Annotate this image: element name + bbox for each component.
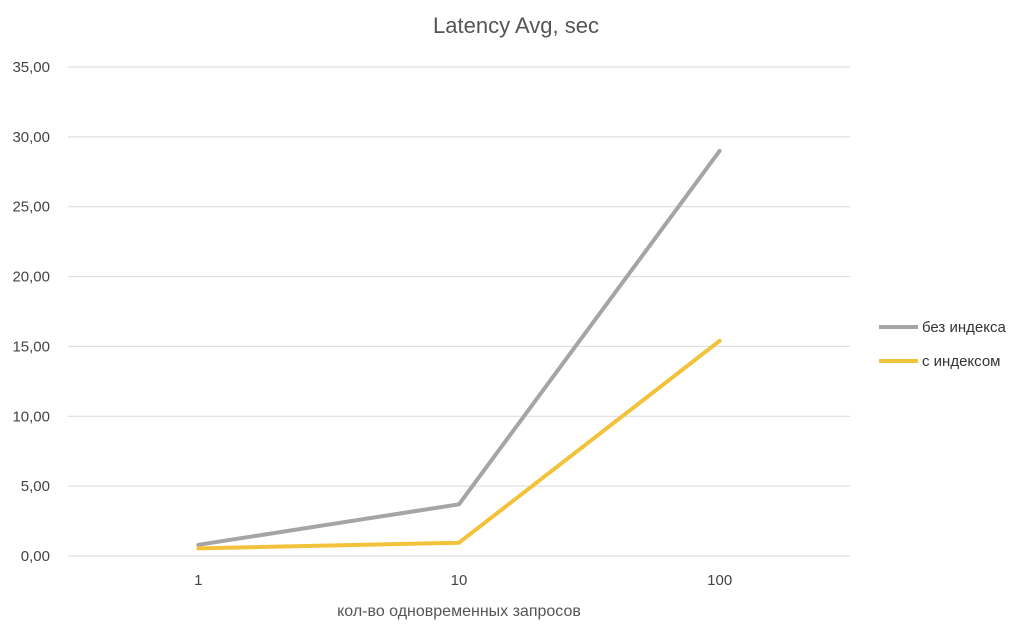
- legend-item-1[interactable]: без индекса: [879, 319, 1006, 336]
- series-line-1: [196, 148, 722, 547]
- y-tick-label: 25,00: [12, 199, 50, 216]
- series-lines: [196, 148, 722, 551]
- series-line-2: [196, 338, 722, 551]
- x-axis-ticks: 1 10 100: [194, 572, 732, 589]
- y-tick-label: 20,00: [12, 269, 50, 286]
- y-tick-label: 35,00: [12, 59, 50, 76]
- chart-title: Latency Avg, sec: [433, 13, 599, 38]
- y-tick-label: 30,00: [12, 129, 50, 146]
- y-tick-label: 0,00: [21, 548, 50, 565]
- x-tick-label: 10: [451, 572, 468, 589]
- legend[interactable]: без индекса с индексом: [879, 319, 1006, 370]
- y-axis-ticks: 0,00 5,00 10,00 15,00 20,00 25,00 30,00 35,00: [12, 59, 50, 565]
- y-tick-label: 15,00: [12, 338, 50, 355]
- x-tick-label: 100: [707, 572, 732, 589]
- legend-item-2[interactable]: с индексом: [879, 353, 1000, 370]
- y-tick-label: 5,00: [21, 478, 50, 495]
- legend-label: без индекса: [922, 319, 1006, 336]
- gridlines: [68, 66, 850, 557]
- y-tick-label: 10,00: [12, 408, 50, 425]
- x-axis-title: кол-во одновременных запросов: [337, 603, 581, 620]
- x-tick-label: 1: [194, 572, 202, 589]
- legend-label: с индексом: [922, 353, 1000, 370]
